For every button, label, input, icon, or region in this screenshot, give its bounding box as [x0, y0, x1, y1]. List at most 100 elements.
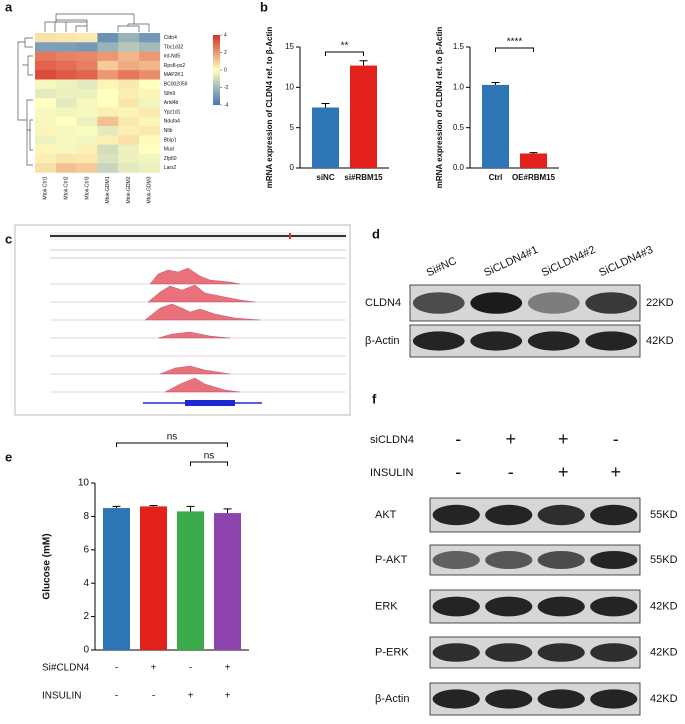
treatment-sign: + — [225, 691, 231, 702]
colorbar-label: -2 — [224, 85, 229, 91]
y-tick-label: 1.5 — [453, 42, 465, 51]
heat-cell — [76, 79, 98, 90]
heat-cell — [55, 163, 77, 173]
heat-cell — [139, 51, 161, 62]
blot-row-label: β-Actin — [375, 693, 409, 705]
treatment-sign: - — [455, 462, 461, 482]
heat-cell — [76, 51, 98, 62]
blot-size-label: 55KD — [650, 554, 678, 566]
heat-cell — [35, 51, 57, 62]
panel-label: e — [5, 449, 12, 464]
y-tick-label: 1.0 — [453, 82, 465, 91]
blot-band — [590, 504, 638, 526]
blot-row-label: CLDN4 — [365, 297, 401, 309]
heat-cell — [139, 42, 161, 52]
row-label: Tbc1d32 — [164, 44, 184, 50]
significance-bracket — [190, 461, 228, 466]
blot-band — [470, 331, 523, 351]
bar — [350, 65, 377, 168]
heat-cell — [118, 116, 140, 127]
y-tick-label: 10 — [78, 478, 90, 489]
y-axis-label: mRNA expression of CLDN4 ref. to β-Actin — [265, 27, 274, 189]
significance-label: ns — [167, 432, 178, 443]
heat-cell — [118, 126, 140, 136]
heat-cell — [55, 116, 77, 127]
heat-cell — [139, 98, 161, 108]
treatment-sign: - — [152, 691, 155, 702]
heat-cell — [118, 70, 140, 80]
heat-cell — [97, 70, 119, 80]
heat-cell — [35, 153, 57, 164]
heat-cell — [76, 163, 98, 173]
row-label: Lars2 — [164, 165, 177, 171]
y-tick-label: 4 — [83, 578, 89, 589]
blot-size-label: 22KD — [646, 297, 674, 309]
heat-cell — [55, 42, 77, 52]
heat-cell — [139, 135, 161, 145]
treatment-sign: + — [558, 429, 569, 449]
heat-cell — [97, 79, 119, 90]
significance-label: ns — [204, 451, 215, 462]
y-tick-label: 10 — [285, 82, 294, 91]
heat-cell — [35, 126, 57, 136]
heat-cell — [139, 70, 161, 80]
blot-band — [537, 689, 585, 709]
blot-size-label: 55KD — [650, 509, 678, 521]
heat-cell — [97, 144, 119, 155]
treatment-sign: - — [613, 429, 619, 449]
heat-cell — [118, 107, 140, 117]
heat-cell — [97, 60, 119, 71]
heat-cell — [97, 51, 119, 62]
treatment-sign: + — [151, 663, 157, 674]
y-tick-label: 0 — [83, 645, 89, 656]
heat-cell — [35, 163, 57, 173]
heat-cell — [55, 51, 77, 62]
heat-cell — [97, 116, 119, 127]
column-label: Mtok-GDM2 — [126, 176, 132, 203]
heat-cell — [35, 33, 57, 43]
heat-cell — [118, 98, 140, 108]
heat-cell — [118, 144, 140, 155]
row-label: Bbip1 — [164, 137, 177, 143]
row-label: Rps8-ps2 — [164, 63, 186, 69]
treatment-label: INSULIN — [370, 467, 413, 479]
blot-band — [485, 689, 533, 709]
heat-cell — [76, 126, 98, 136]
treatment-label: siCLDN4 — [370, 434, 414, 446]
heat-cell — [35, 135, 57, 145]
blot-band — [585, 331, 638, 351]
blot-band — [432, 551, 480, 569]
heat-cell — [118, 33, 140, 43]
heat-cell — [35, 107, 57, 117]
y-tick-label: 0.5 — [453, 123, 465, 132]
lane-label: SiCLDN4#3 — [597, 244, 655, 279]
row-label: mt-Nd5 — [164, 54, 181, 60]
heat-cell — [76, 42, 98, 52]
heat-cell — [55, 60, 77, 71]
blot-band — [527, 292, 580, 314]
blot-band — [432, 689, 480, 709]
blot-row-label: β-Actin — [365, 335, 399, 347]
treatment-sign: + — [558, 462, 569, 482]
heat-cell — [139, 126, 161, 136]
lane-label: SiCLDN4#2 — [540, 244, 598, 279]
colorbar — [213, 35, 220, 105]
heat-cell — [118, 153, 140, 164]
heat-cell — [118, 60, 140, 71]
heat-cell — [55, 33, 77, 43]
treatment-sign: - — [455, 429, 461, 449]
column-label: Mtok-GDM3 — [147, 176, 153, 203]
x-tick-label: si#RBM15 — [344, 173, 383, 182]
row-label: Ypz1d1 — [164, 109, 181, 115]
x-tick-label: siNC — [316, 173, 334, 182]
blot-band — [537, 596, 585, 617]
row-label: Arid4b — [164, 100, 179, 106]
panel-label: d — [372, 226, 380, 241]
heat-cell — [139, 79, 161, 90]
y-tick-label: 0 — [290, 163, 295, 172]
heat-cell — [76, 107, 98, 117]
x-tick-label: OE#RBM15 — [512, 173, 556, 182]
blot-band — [412, 292, 465, 314]
bar — [520, 153, 547, 168]
